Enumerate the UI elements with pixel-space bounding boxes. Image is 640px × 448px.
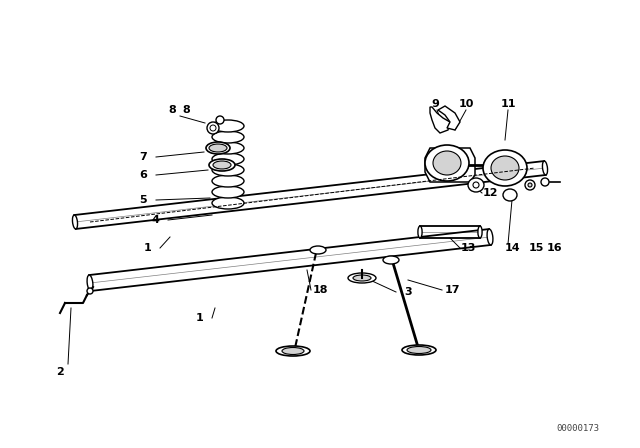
Ellipse shape <box>487 229 493 245</box>
Circle shape <box>541 178 549 186</box>
Text: 5: 5 <box>139 195 147 205</box>
Ellipse shape <box>276 346 310 356</box>
Ellipse shape <box>87 275 93 291</box>
Ellipse shape <box>503 189 517 201</box>
Text: 1: 1 <box>144 243 152 253</box>
Ellipse shape <box>282 348 304 354</box>
Text: 14: 14 <box>504 243 520 253</box>
Text: 3: 3 <box>404 287 412 297</box>
Ellipse shape <box>213 161 231 169</box>
Ellipse shape <box>468 178 484 192</box>
Text: 4: 4 <box>151 215 159 225</box>
Ellipse shape <box>209 144 227 152</box>
Polygon shape <box>89 229 491 291</box>
Circle shape <box>473 182 479 188</box>
Polygon shape <box>425 148 475 182</box>
Ellipse shape <box>212 186 244 198</box>
Circle shape <box>87 288 93 294</box>
Text: 9: 9 <box>431 99 439 109</box>
Circle shape <box>210 125 216 131</box>
Ellipse shape <box>212 197 244 209</box>
Ellipse shape <box>425 145 469 181</box>
Circle shape <box>525 180 535 190</box>
Ellipse shape <box>212 164 244 176</box>
Circle shape <box>207 122 219 134</box>
Ellipse shape <box>212 120 244 132</box>
Ellipse shape <box>483 150 527 186</box>
Ellipse shape <box>72 215 77 229</box>
Ellipse shape <box>407 346 431 353</box>
Ellipse shape <box>433 151 461 175</box>
Text: 15: 15 <box>528 243 544 253</box>
Ellipse shape <box>418 226 422 238</box>
Polygon shape <box>74 161 546 229</box>
Ellipse shape <box>491 156 519 180</box>
Text: 00000173: 00000173 <box>557 423 600 432</box>
Ellipse shape <box>212 175 244 187</box>
Ellipse shape <box>310 246 326 254</box>
Text: 17: 17 <box>444 285 460 295</box>
Text: 8: 8 <box>168 105 176 115</box>
Text: 10: 10 <box>458 99 474 109</box>
Ellipse shape <box>209 159 235 171</box>
Ellipse shape <box>383 256 399 264</box>
Ellipse shape <box>212 153 244 165</box>
Text: 12: 12 <box>483 188 498 198</box>
Text: 7: 7 <box>139 152 147 162</box>
Circle shape <box>216 116 224 124</box>
Polygon shape <box>438 106 460 130</box>
Text: 16: 16 <box>546 243 562 253</box>
Ellipse shape <box>543 161 548 175</box>
Text: 8: 8 <box>182 105 190 115</box>
Ellipse shape <box>212 142 244 154</box>
Circle shape <box>528 183 532 187</box>
Polygon shape <box>420 226 480 238</box>
Text: 6: 6 <box>139 170 147 180</box>
Ellipse shape <box>478 226 482 238</box>
Ellipse shape <box>206 142 230 154</box>
Ellipse shape <box>212 131 244 143</box>
Ellipse shape <box>353 275 371 281</box>
Text: 18: 18 <box>312 285 328 295</box>
Text: 2: 2 <box>56 367 64 377</box>
Text: 1: 1 <box>196 313 204 323</box>
Ellipse shape <box>348 273 376 283</box>
Polygon shape <box>430 107 450 133</box>
Text: 11: 11 <box>500 99 516 109</box>
Text: 13: 13 <box>460 243 476 253</box>
Ellipse shape <box>402 345 436 355</box>
